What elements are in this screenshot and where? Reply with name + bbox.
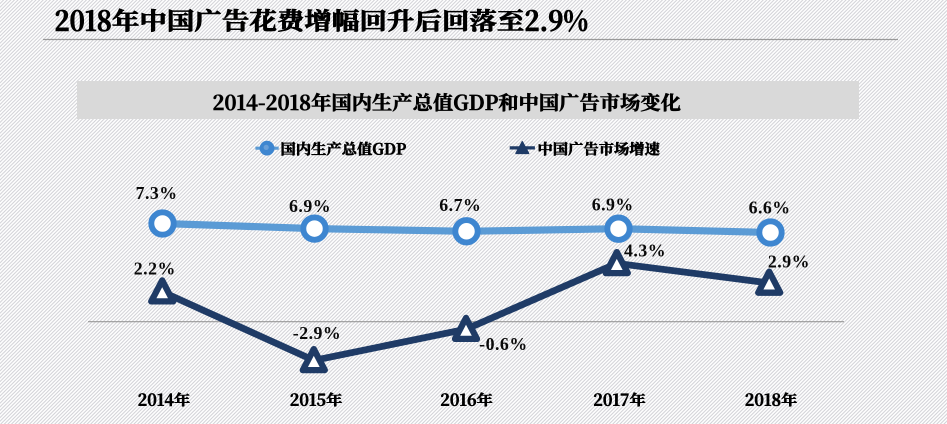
svg-text:4.3%: 4.3% [624,241,666,261]
svg-text:-0.6%: -0.6% [479,334,527,354]
svg-text:6.6%: 6.6% [749,197,791,217]
svg-text:-2.9%: -2.9% [293,323,341,343]
svg-text:6.9%: 6.9% [592,194,634,214]
svg-text:6.7%: 6.7% [439,195,481,215]
svg-text:2.2%: 2.2% [134,259,176,279]
svg-text:6.9%: 6.9% [289,196,331,216]
svg-text:7.3%: 7.3% [136,183,178,203]
svg-text:2.9%: 2.9% [768,252,810,272]
